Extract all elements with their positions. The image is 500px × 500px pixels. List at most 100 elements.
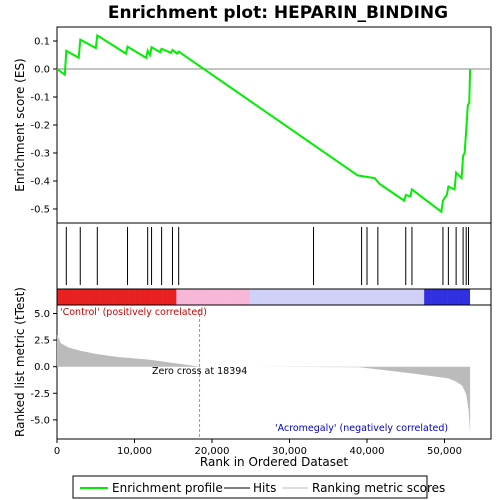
rank-bar-segment	[89, 289, 92, 305]
rank-bar-segment	[456, 289, 459, 305]
rank-bar-segment	[426, 289, 430, 305]
negative-annotation: 'Acromegaly' (negatively correlated)	[275, 423, 448, 434]
metric-panel-frame	[56, 304, 492, 440]
rank-bar-segment	[194, 289, 198, 305]
rank-bar-segment	[323, 289, 326, 305]
rank-bar-segment	[245, 289, 248, 305]
rank-bar-segment	[213, 289, 216, 305]
rank-bar-segment	[444, 289, 448, 305]
rank-bar-segment	[309, 289, 313, 305]
rank-bar-segment	[93, 289, 97, 305]
rank-bar-segment	[433, 289, 436, 305]
rank-bar-segment	[263, 289, 267, 305]
rank-bar-segment	[300, 289, 303, 305]
enrichment-profile-line	[56, 33, 472, 214]
legend: Enrichment profile Hits Ranking metric s…	[72, 475, 445, 499]
rank-bar-segment	[440, 289, 443, 305]
metric-tick-label: 2.5	[34, 336, 50, 347]
rank-bar-segment	[183, 289, 186, 305]
x-axis-label: Rank in Ordered Dataset	[200, 455, 348, 469]
rank-bar-segment	[392, 289, 395, 305]
es-tick-label: 0.1	[34, 37, 50, 48]
rank-bar-segment	[336, 289, 340, 305]
rank-bar-segment	[208, 289, 212, 305]
rank-bar-segment	[226, 289, 230, 305]
rank-bar-segment	[437, 289, 441, 305]
rank-bar-segment	[302, 289, 306, 305]
rank-bar-segment	[357, 289, 361, 305]
rank-color-bar	[57, 289, 491, 305]
rank-bar-segment	[151, 289, 154, 305]
rank-bar-segment	[412, 289, 416, 305]
rank-bar-segment	[91, 289, 95, 305]
metric-tick-label: -5.0	[30, 415, 50, 426]
rank-bar-segment	[66, 289, 69, 305]
metric-tick-label: -2.5	[30, 389, 50, 400]
rank-bar-segment	[116, 289, 120, 305]
rank-bar-segment	[410, 289, 414, 305]
rank-bar-segment	[346, 289, 349, 305]
x-tick-label: 30,000	[272, 446, 307, 457]
rank-bar-segment	[284, 289, 287, 305]
rank-bar-segment	[242, 289, 246, 305]
rank-bar-segment	[279, 289, 283, 305]
rank-bar-segment	[297, 289, 301, 305]
rank-bar-segment	[231, 289, 235, 305]
rank-bar-segment	[102, 289, 106, 305]
rank-bar-segment	[417, 289, 420, 305]
rank-bar-segment	[235, 289, 239, 305]
rank-bar-segment	[75, 289, 78, 305]
rank-bar-segment	[286, 289, 290, 305]
rank-bar-segment	[467, 289, 471, 305]
legend-metric-label: Ranking metric scores	[312, 481, 445, 495]
rank-bar-segment	[135, 289, 138, 305]
rank-bar-segment	[348, 289, 352, 305]
rank-bar-segment	[148, 289, 152, 305]
rank-bar-segment	[359, 289, 363, 305]
rank-bar-segment	[421, 289, 425, 305]
rank-bar-segment	[277, 289, 280, 305]
x-axis: 0 10,000 20,000 30,000 40,000 50,000	[54, 439, 462, 457]
rank-bar-segment	[155, 289, 159, 305]
rank-bar-segment	[375, 289, 379, 305]
rank-bar-segment	[369, 289, 372, 305]
rank-bar-segment	[343, 289, 347, 305]
x-tick-label: 20,000	[195, 446, 230, 457]
rank-bar-segment	[176, 289, 179, 305]
rank-bar-segment	[435, 289, 439, 305]
rank-bar-segment	[295, 289, 299, 305]
rank-bar-segment	[123, 289, 127, 305]
rank-bar-segment	[217, 289, 221, 305]
es-tick-label: -0.2	[30, 121, 50, 132]
rank-bar-segment	[164, 289, 168, 305]
ranking-metric-area	[57, 334, 471, 434]
rank-bar-segment	[442, 289, 446, 305]
rank-bar-segment	[281, 289, 285, 305]
hit-marks	[65, 227, 470, 285]
rank-bar-segment	[385, 289, 388, 305]
rank-bar-segment	[171, 289, 175, 305]
rank-bar-segment	[332, 289, 335, 305]
rank-bar-segment	[258, 289, 262, 305]
rank-bar-segment	[70, 289, 74, 305]
zero-cross-annotation: Zero cross at 18394	[152, 366, 247, 377]
rank-bar-segment	[350, 289, 354, 305]
rank-bar-segment	[178, 289, 182, 305]
rank-bar-segment	[449, 289, 453, 305]
rank-bar-empty	[470, 289, 491, 305]
rank-bar-segment	[174, 289, 177, 305]
rank-bar-segment	[112, 289, 115, 305]
x-tick-label: 40,000	[350, 446, 385, 457]
hits-panel-frame	[56, 222, 492, 290]
rank-bar-segment	[325, 289, 329, 305]
rank-bar-segment	[100, 289, 104, 305]
rank-bar-segment	[293, 289, 296, 305]
x-tick-label: 50,000	[427, 446, 462, 457]
rank-bar-segment	[334, 289, 338, 305]
rank-bar-segment	[355, 289, 358, 305]
rank-bar-segment	[311, 289, 315, 305]
rank-bar-segment	[233, 289, 237, 305]
rank-bar-segment	[463, 289, 466, 305]
metric-axis: 5.0 2.5 0.0 -2.5 -5.0	[30, 309, 57, 426]
